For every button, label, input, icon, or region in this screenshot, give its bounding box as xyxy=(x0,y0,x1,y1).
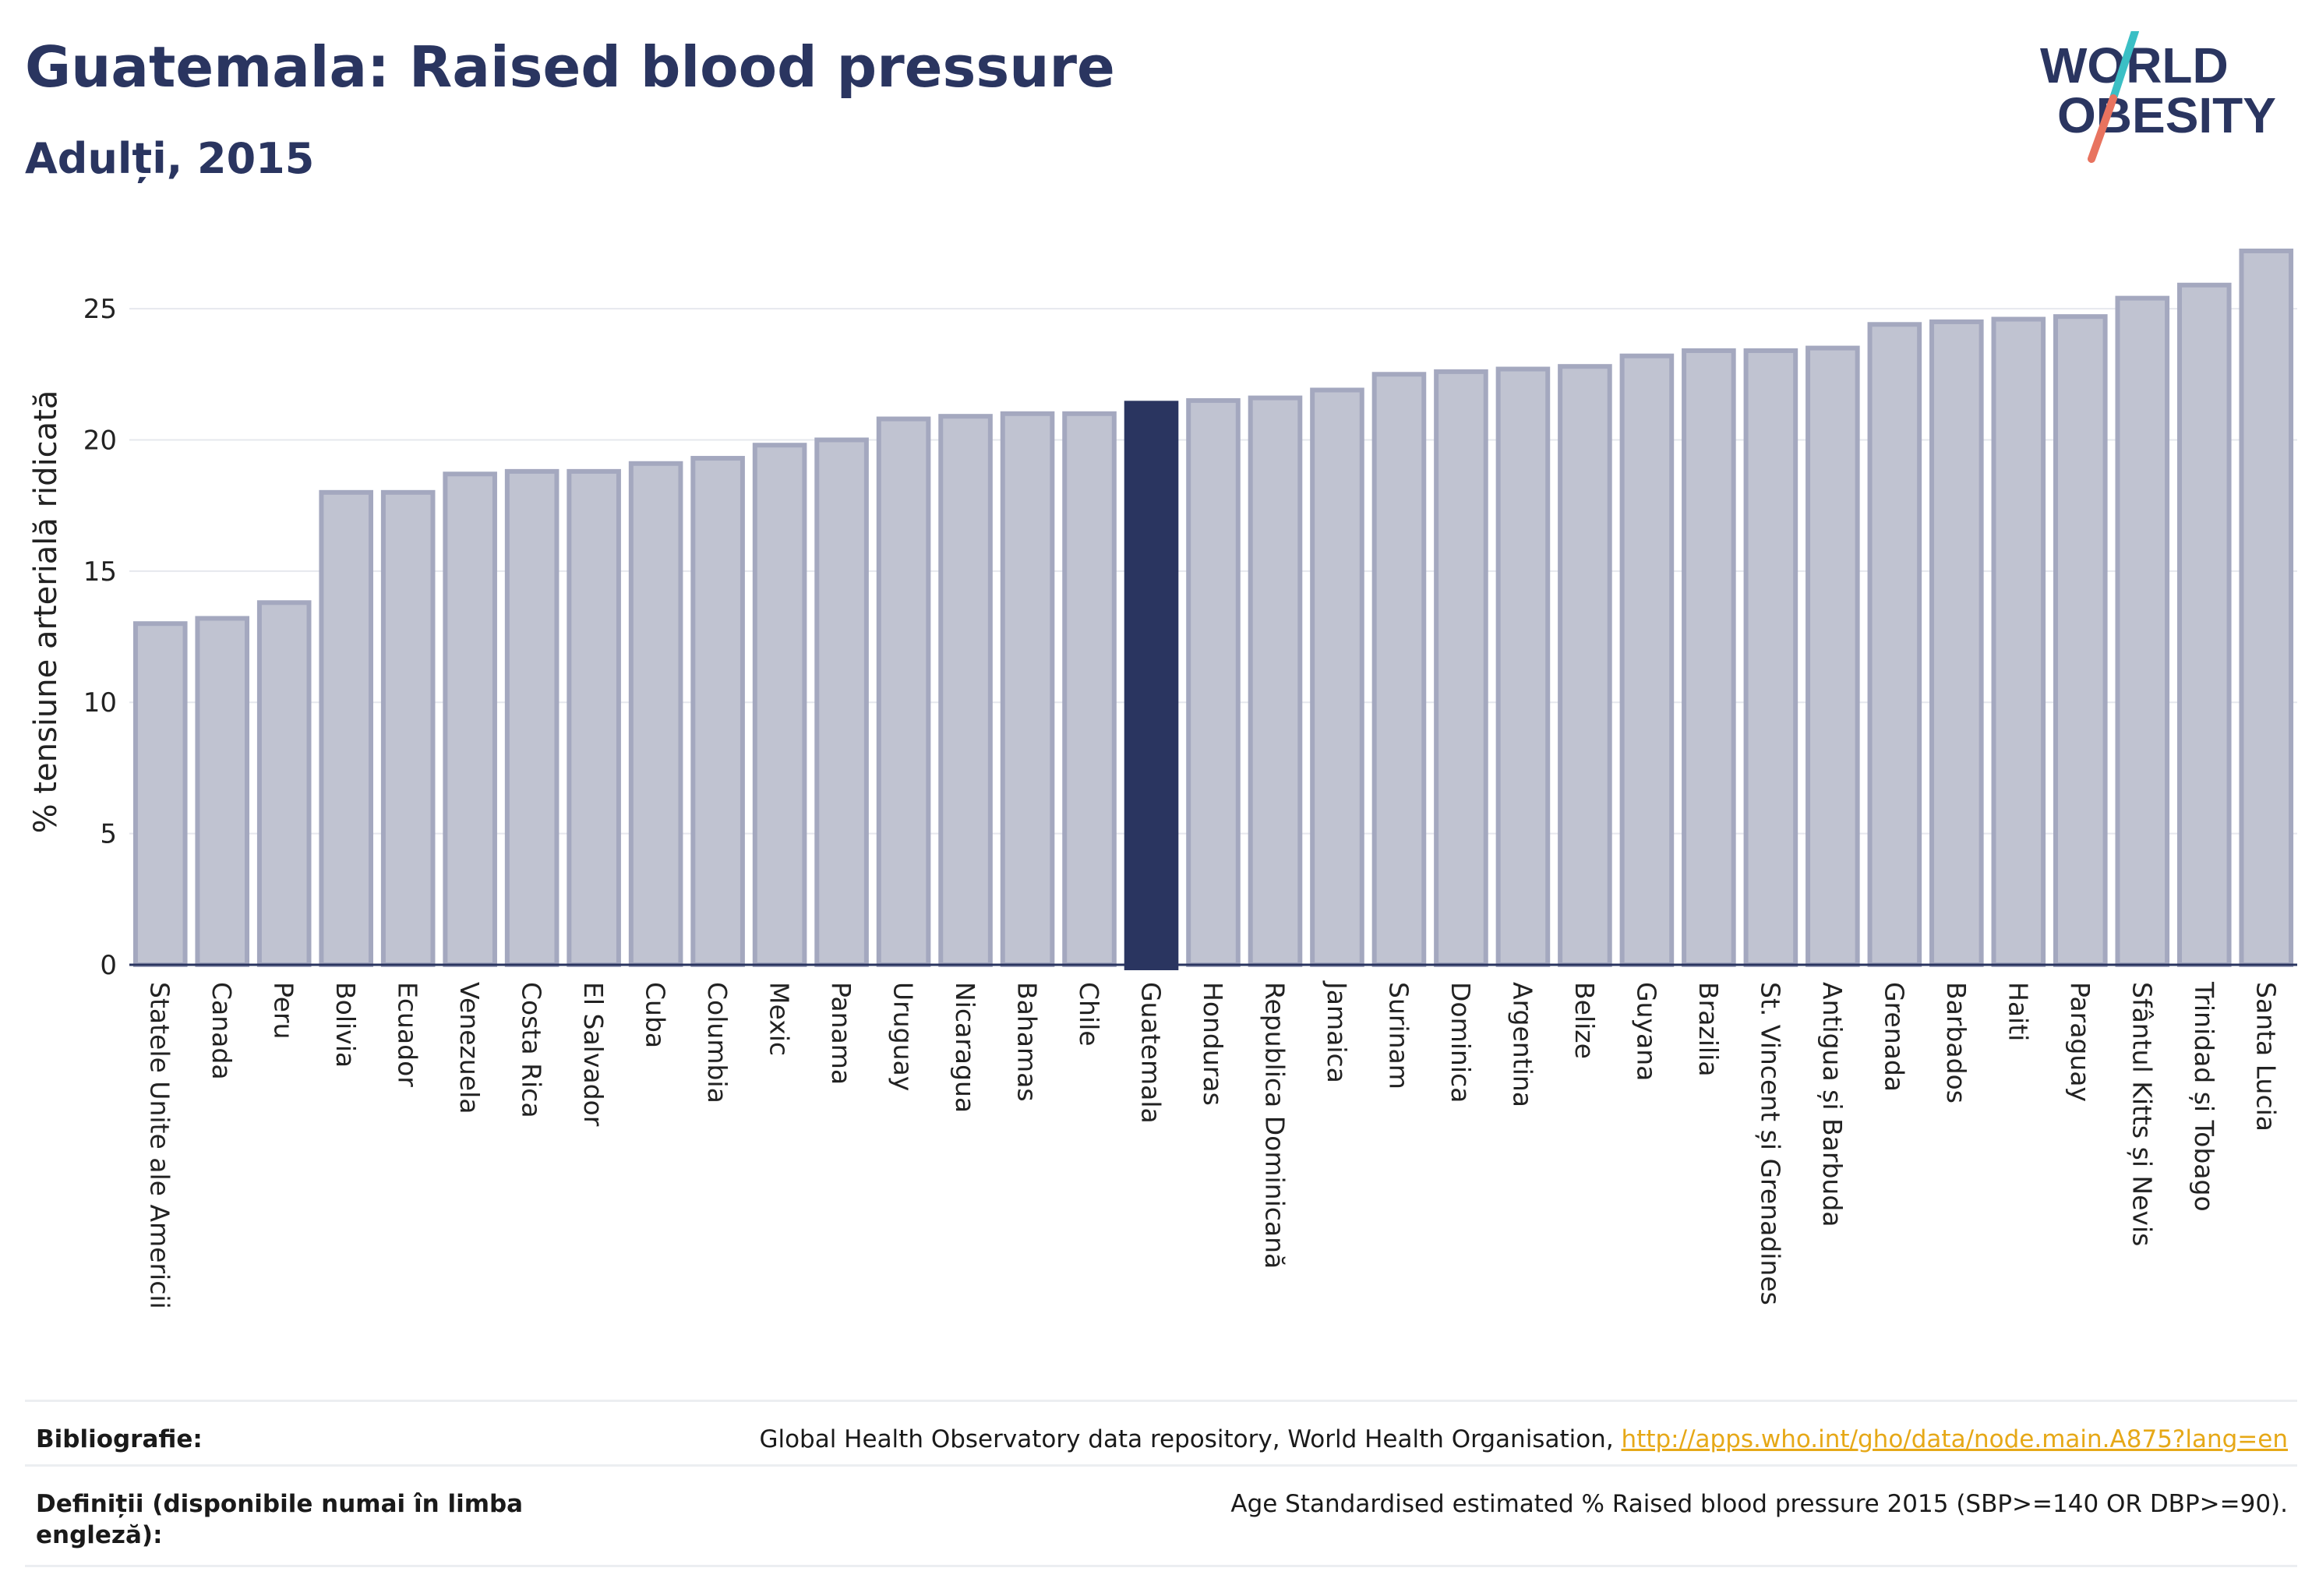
x-tick-label: St. Vincent și Grenadines xyxy=(1755,982,1785,1305)
chart-subtitle: Adulți, 2015 xyxy=(25,134,315,183)
bar[interactable] xyxy=(1000,411,1055,967)
bar[interactable] xyxy=(380,489,436,967)
bar[interactable] xyxy=(567,468,621,967)
x-tick-label: Costa Rica xyxy=(517,982,547,1118)
x-tick-label: Guyana xyxy=(1631,982,1661,1081)
bar[interactable] xyxy=(2115,295,2170,967)
bar[interactable] xyxy=(2053,314,2108,967)
x-tick-label: Peru xyxy=(269,982,299,1040)
logo-line-1: WORLD xyxy=(2040,37,2229,94)
bar[interactable] xyxy=(1248,395,1303,967)
x-tick-label: Antigua și Barbuda xyxy=(1817,982,1848,1227)
x-tick-label: Grenada xyxy=(1879,982,1909,1092)
bar[interactable] xyxy=(319,489,373,967)
x-tick-label: Statele Unite ale Americii xyxy=(145,982,175,1309)
definitions-label: Definiții (disponibile numai în limba en… xyxy=(36,1490,524,1549)
bar[interactable] xyxy=(195,616,250,967)
x-tick-label: Honduras xyxy=(1198,982,1228,1106)
x-tick-label: Bahamas xyxy=(1012,982,1043,1102)
x-tick-label: Cuba xyxy=(641,982,671,1048)
bar[interactable] xyxy=(256,600,312,967)
logo-slash-coral xyxy=(2088,94,2117,163)
x-tick-label: Jamaica xyxy=(1322,980,1352,1083)
bar[interactable] xyxy=(1558,364,1612,968)
x-tick-label: El Salvador xyxy=(578,982,609,1127)
definitions-row: Definiții (disponibile numai în limba en… xyxy=(25,1464,2297,1567)
bar[interactable] xyxy=(1371,372,1427,967)
y-tick-label: 0 xyxy=(100,950,117,981)
x-tick-label: Panama xyxy=(826,982,856,1085)
bibliography-value: Global Health Observatory data repositor… xyxy=(759,1424,2288,1455)
x-tick-label: Chile xyxy=(1074,982,1104,1047)
x-tick-label: Haiti xyxy=(2003,982,2033,1041)
bibliography-link[interactable]: http://apps.who.int/gho/data/node.main.A… xyxy=(1621,1425,2288,1453)
x-tick-label: Columbia xyxy=(702,982,732,1103)
y-tick-label: 20 xyxy=(83,425,117,456)
chart-footer: Bibliografie: Global Health Observatory … xyxy=(25,1400,2297,1567)
bars xyxy=(132,249,2294,970)
y-tick-label: 5 xyxy=(100,819,117,850)
bar[interactable] xyxy=(2239,249,2294,967)
x-tick-label: Trinidad și Tobago xyxy=(2189,981,2219,1212)
bar[interactable] xyxy=(938,414,993,967)
bar[interactable] xyxy=(443,471,497,967)
y-axis-label: % tensiune arterială ridicată xyxy=(28,390,64,834)
y-tick-label: 25 xyxy=(83,294,117,325)
x-tick-label: Dominica xyxy=(1445,982,1476,1103)
x-tick-label: Argentina xyxy=(1507,982,1537,1107)
x-tick-label: Venezuela xyxy=(454,982,485,1114)
bar[interactable] xyxy=(1619,353,1675,967)
bar[interactable] xyxy=(1991,316,2046,967)
bar[interactable] xyxy=(1867,322,1922,967)
x-tick-label: Republica Dominicană xyxy=(1259,982,1290,1269)
y-tick-label: 15 xyxy=(83,556,117,588)
bar[interactable] xyxy=(752,443,807,967)
bar[interactable] xyxy=(1434,369,1488,968)
y-tick-label: 10 xyxy=(83,687,117,719)
logo-slash-teal xyxy=(2109,31,2139,102)
bar[interactable] xyxy=(1743,348,1798,967)
bar[interactable] xyxy=(1682,348,1736,967)
x-tick-label: Paraguay xyxy=(2065,982,2095,1102)
world-obesity-logo: WORLD OBESITY xyxy=(2040,31,2276,163)
x-tick-label: Bolivia xyxy=(330,982,361,1068)
bibliography-label: Bibliografie: xyxy=(36,1425,203,1453)
bibliography-row: Bibliografie: Global Health Observatory … xyxy=(25,1400,2297,1464)
bar[interactable] xyxy=(1062,411,1117,967)
x-tick-label: Mexic xyxy=(764,982,795,1056)
chart-title: Guatemala: Raised blood pressure xyxy=(25,34,1115,100)
logo-line-2: OBESITY xyxy=(2057,87,2276,143)
bar[interactable] xyxy=(1806,345,1860,967)
bar[interactable] xyxy=(628,461,683,967)
bibliography-text: Global Health Observatory data repositor… xyxy=(759,1425,1614,1453)
x-tick-label: Canada xyxy=(206,982,237,1080)
y-tick-labels: 0 5 10 15 20 25 xyxy=(83,294,117,981)
definitions-value: Age Standardised estimated % Raised bloo… xyxy=(1230,1490,2288,1518)
bar-chart: 0 5 10 15 20 25 Statele Unite ale Americii Can… xyxy=(28,249,2297,1309)
x-tick-label: Nicaragua xyxy=(950,982,980,1113)
x-tick-label: Brazilia xyxy=(1693,982,1724,1076)
x-tick-label: Santa Lucia xyxy=(2250,982,2281,1132)
x-tick-label: Guatemala xyxy=(1136,982,1167,1124)
x-tick-label: Sfântul Kitts și Nevis xyxy=(2127,982,2157,1246)
bar[interactable] xyxy=(1124,401,1179,970)
bar[interactable] xyxy=(814,437,869,967)
bar[interactable] xyxy=(876,416,931,967)
bar[interactable] xyxy=(1929,319,1984,968)
x-tick-label: Ecuador xyxy=(393,982,423,1087)
bar[interactable] xyxy=(2176,282,2232,967)
x-tick-label: Surinam xyxy=(1383,982,1414,1089)
x-tick-label: Uruguay xyxy=(888,982,919,1091)
bar[interactable] xyxy=(1310,387,1364,967)
bar[interactable] xyxy=(132,621,188,967)
x-tick-label: Barbados xyxy=(1941,982,1971,1103)
bar[interactable] xyxy=(690,456,745,967)
bar[interactable] xyxy=(1495,366,1551,967)
x-tick-label: Belize xyxy=(1569,982,1600,1059)
x-tick-labels: Statele Unite ale Americii Canada Peru Boli… xyxy=(145,980,2282,1309)
bar[interactable] xyxy=(504,468,559,967)
bar[interactable] xyxy=(1186,397,1241,967)
